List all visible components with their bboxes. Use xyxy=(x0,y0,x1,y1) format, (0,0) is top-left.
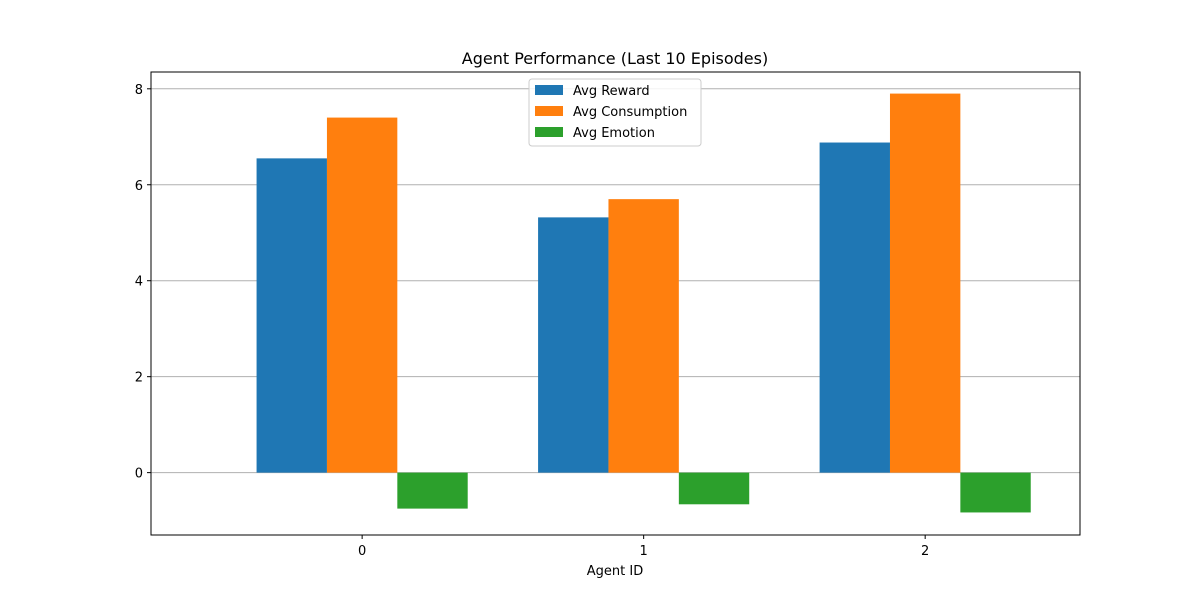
bar xyxy=(538,217,609,473)
legend-swatch xyxy=(535,85,563,95)
bar xyxy=(678,472,750,505)
y-tick-label: 6 xyxy=(135,179,143,194)
legend-swatch xyxy=(535,127,563,137)
y-axis-ticks: 0 2 4 6 8 xyxy=(135,83,151,482)
legend: Avg Reward Avg Consumption Avg Emotion xyxy=(528,78,702,147)
x-axis-label: Agent ID xyxy=(587,564,643,579)
plot-frame xyxy=(150,71,1081,536)
bar xyxy=(960,472,1031,513)
legend-box xyxy=(528,78,702,147)
y-tick-label: 2 xyxy=(135,371,143,386)
legend-label: Avg Emotion xyxy=(573,126,655,141)
bar xyxy=(819,142,890,473)
bar xyxy=(326,117,398,473)
bar xyxy=(608,199,679,473)
bars xyxy=(256,93,1031,513)
bar xyxy=(889,93,961,473)
y-tick-label: 8 xyxy=(135,83,143,98)
x-axis-ticks: 0 1 2 xyxy=(358,535,929,559)
y-tick-label: 0 xyxy=(135,467,143,482)
x-tick-label: 1 xyxy=(640,544,648,559)
bar xyxy=(256,158,327,473)
x-tick-label: 2 xyxy=(921,544,929,559)
chart-title: Agent Performance (Last 10 Episodes) xyxy=(462,49,768,68)
y-tick-label: 4 xyxy=(135,275,143,290)
bar xyxy=(397,472,468,509)
x-tick-label: 0 xyxy=(358,544,366,559)
legend-label: Avg Consumption xyxy=(573,105,687,120)
legend-swatch xyxy=(535,106,563,116)
legend-label: Avg Reward xyxy=(573,84,650,99)
